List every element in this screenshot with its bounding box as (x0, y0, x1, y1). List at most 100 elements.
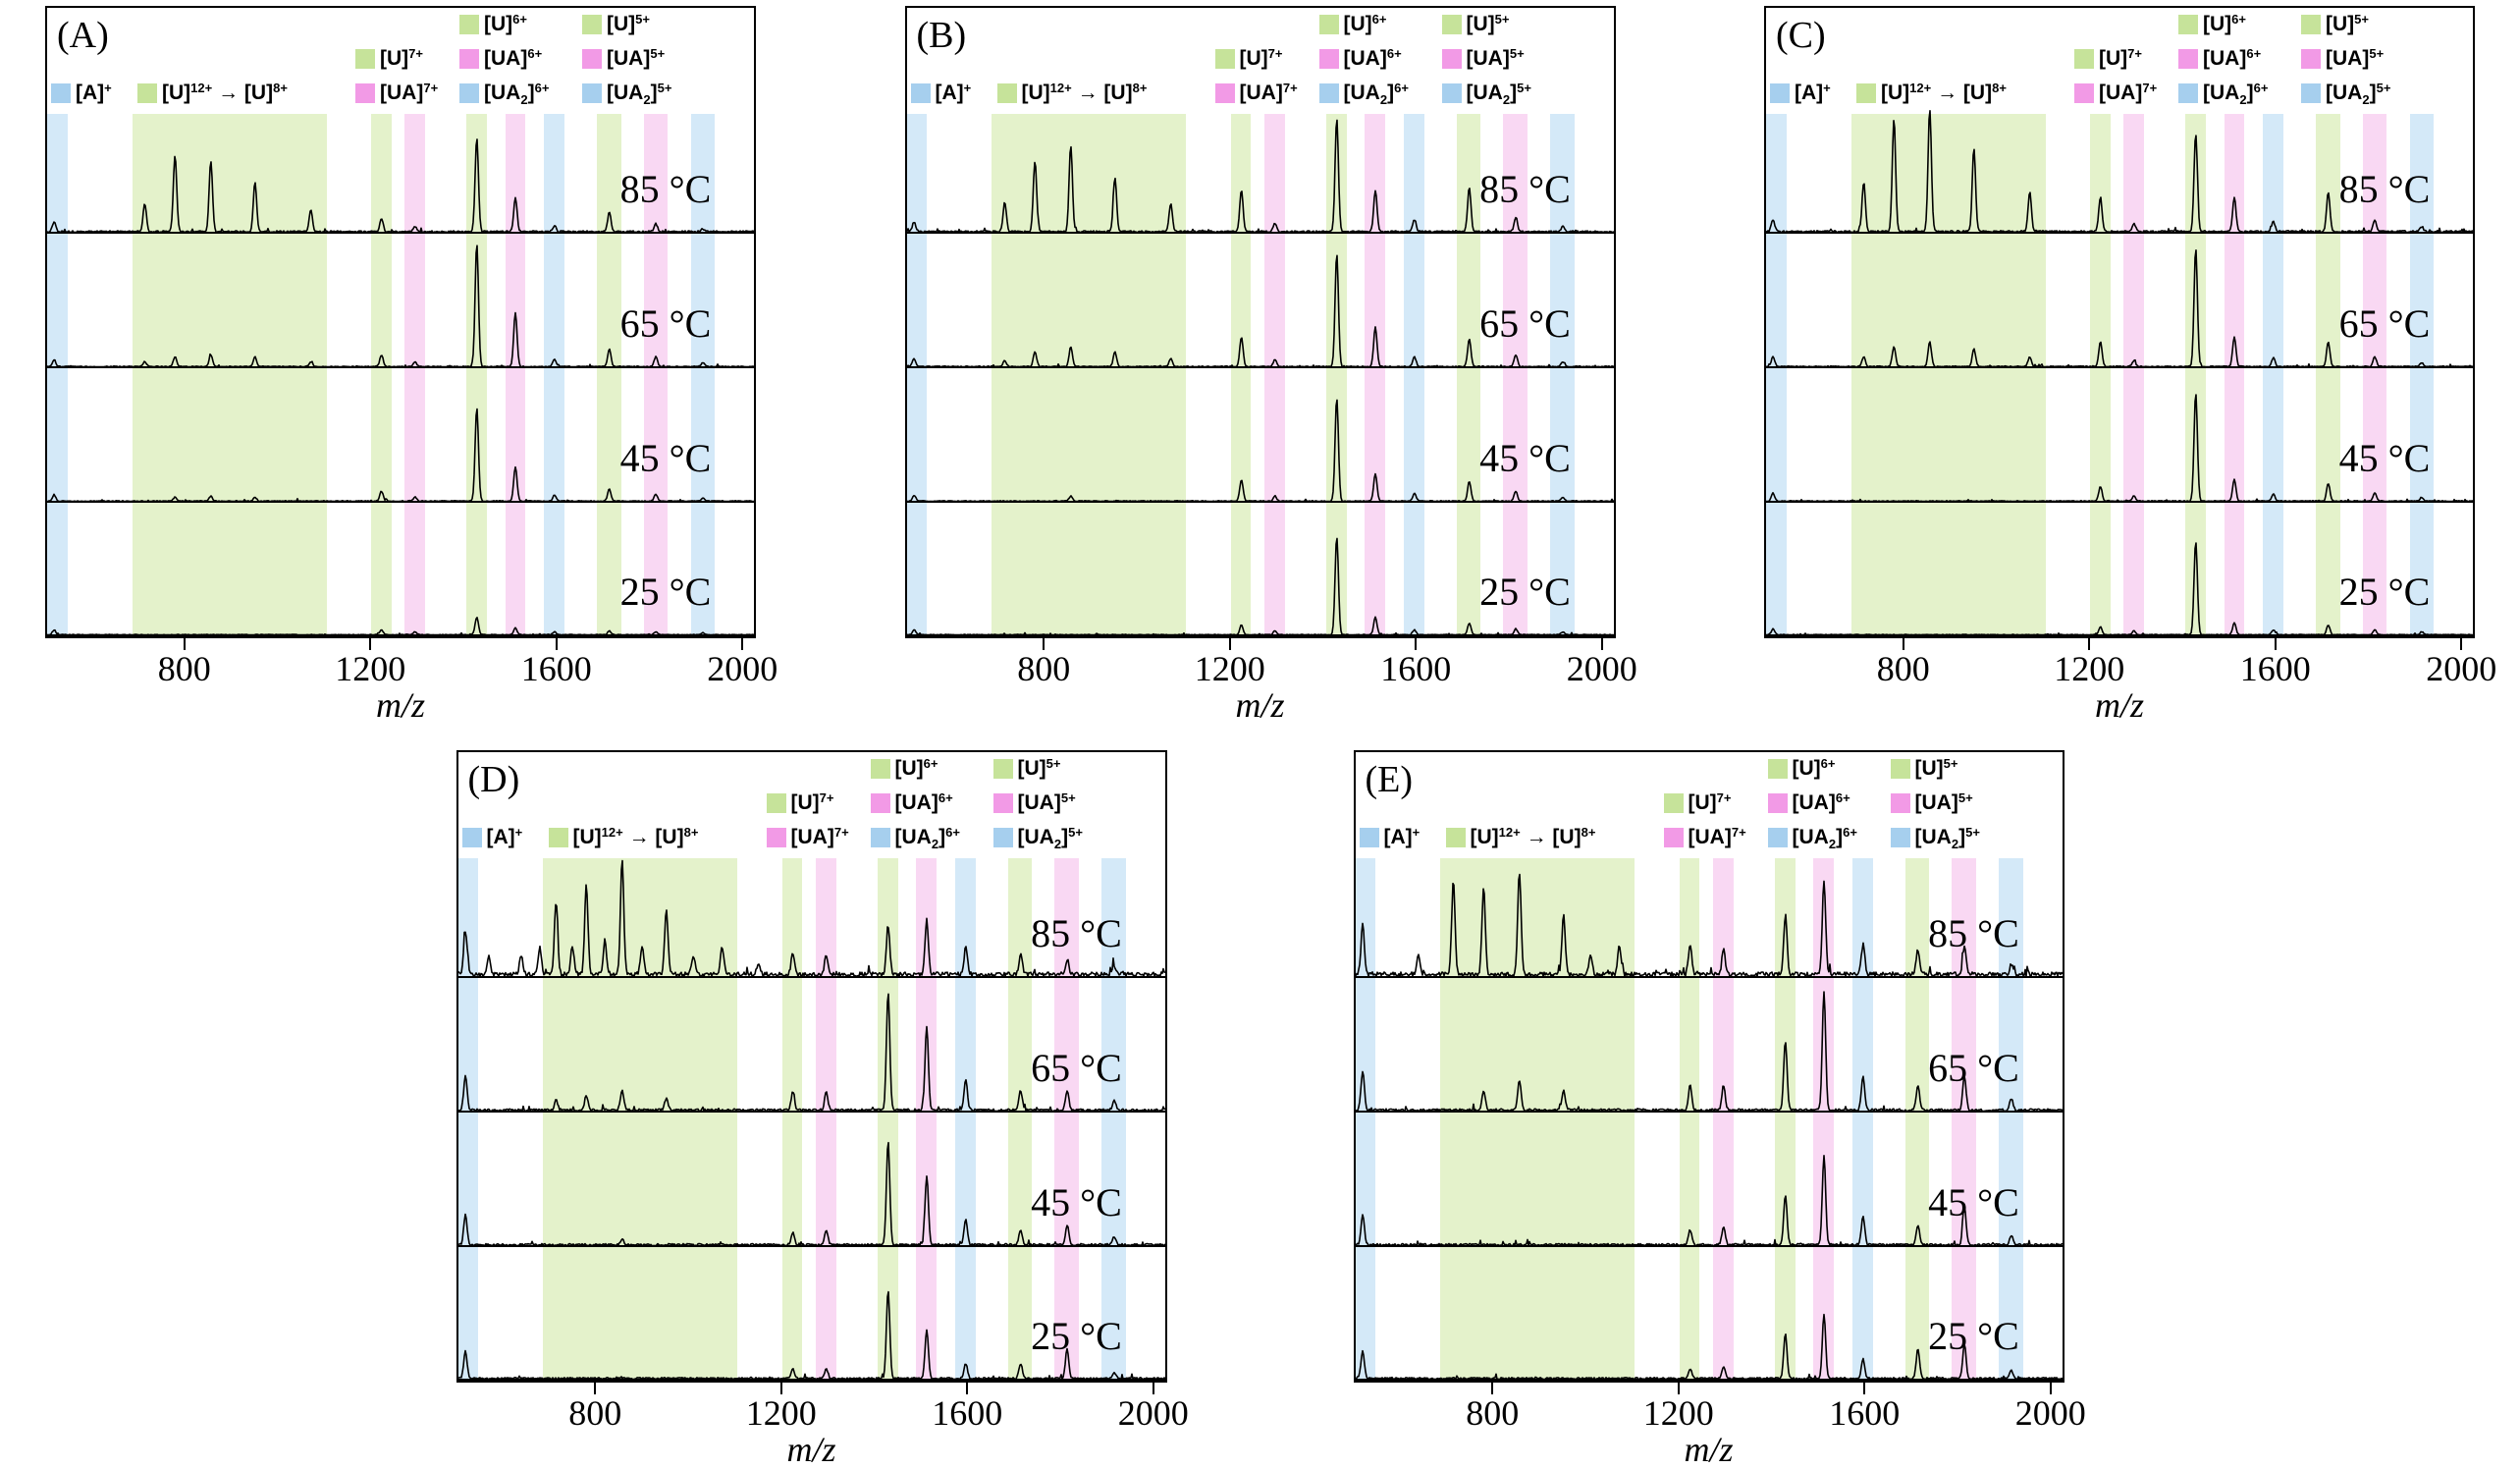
legend-swatch-u5 (992, 759, 1013, 779)
legend-label-u12-u8: [U]12+ → [U]8+ (1881, 80, 2007, 105)
legend-label-segment: 8+ (1132, 80, 1148, 95)
x-axis-D: 800 1200 1600 2000 (456, 1383, 1189, 1433)
legend-label-segment: [U] (1021, 82, 1050, 104)
spectra-svg-E (1355, 873, 2063, 1381)
x-tick (966, 1383, 969, 1394)
legend-swatch-u12-u8 (1856, 83, 1876, 103)
legend-label-segment: 2 (520, 91, 528, 107)
x-tick (183, 638, 186, 650)
legend-label-segment: [U] (1466, 13, 1495, 35)
legend-swatch-a1 (1770, 83, 1790, 103)
x-tick-label: 1600 (1829, 1393, 1901, 1433)
legend-swatch-u12-u8 (1445, 828, 1466, 847)
legend-swatch-a1 (1359, 828, 1379, 847)
band-ua2-6 (954, 858, 976, 1381)
legend-u5: [U]5+ (2301, 12, 2369, 37)
legend-u6: [U]6+ (459, 12, 527, 37)
legend-label-segment: 7+ (423, 80, 439, 95)
legend-label-segment: [UA] (380, 82, 424, 104)
legend-label-segment: → (1071, 82, 1104, 104)
band-u12-u8 (543, 858, 738, 1381)
legend-label-segment: 2 (2239, 91, 2247, 107)
legend-label-segment: 6+ (527, 45, 543, 61)
band-ua5 (2362, 114, 2387, 636)
legend-label-ua5: [UA]5+ (607, 46, 665, 71)
x-tick (1600, 638, 1603, 650)
temperature-label-A-3: 45 °C (619, 436, 712, 480)
legend-u5: [U]5+ (1441, 12, 1510, 37)
legend-swatch-ua6 (459, 49, 479, 69)
temperature-label-C-3: 45 °C (2338, 436, 2431, 480)
legend-label-segment: 6+ (2231, 11, 2246, 27)
x-axis-E: 800 1200 1600 2000 (1354, 1383, 2086, 1433)
legend-label-segment: 6+ (1820, 755, 1836, 771)
panel-C: [A]+ [U]12+ → [U]8+ [U]7+ [UA]7+ [U]6+ [UA]6+… (1764, 6, 2496, 725)
band-u12-u8 (1440, 858, 1635, 1381)
legend-swatch-ua7 (766, 828, 786, 847)
legend-label-segment: [U] (1881, 82, 1910, 104)
legend-label-u5: [U]5+ (2326, 12, 2369, 36)
x-tick-label: 1600 (2239, 649, 2311, 688)
band-ua2-5 (1999, 858, 2023, 1381)
x-tick (1152, 1383, 1154, 1394)
spectrum-trace-D-3 (457, 1141, 1165, 1247)
spectrum-trace-D-2 (457, 993, 1165, 1113)
x-tick (594, 1383, 597, 1394)
legend-label-segment: [UA (1466, 82, 1503, 104)
legend-label-segment: 8+ (1992, 80, 2007, 95)
legend-label-segment: [UA (894, 826, 932, 848)
panel-row-bottom: [A]+ [U]12+ → [U]8+ [U]7+ [UA]7+ [U]6+ [UA]6+… (0, 750, 2520, 1469)
legend-swatch-ua5 (2301, 49, 2321, 69)
legend-swatch-ua2-5 (582, 83, 602, 103)
legend-label-segment: [UA] (790, 826, 834, 848)
legend-label-segment: [U] (1688, 791, 1717, 814)
spectrum-trace-D-4 (457, 1290, 1165, 1381)
legend-swatch-ua2-5 (1890, 828, 1910, 847)
legend-ua5: [UA]5+ (1890, 790, 1973, 816)
legend-label-segment: [U] (1017, 757, 1046, 780)
legend-label-segment: [U] (572, 826, 602, 848)
legend-ua2-6: [UA2]6+ (2178, 81, 2268, 107)
x-tick-label: 1200 (1194, 649, 1265, 688)
legend-label-segment: 7+ (2142, 80, 2158, 95)
band-aplus (906, 114, 928, 636)
legend-ua5: [UA]5+ (582, 46, 665, 72)
spectrum-trace-E-2 (1355, 991, 2063, 1113)
legend-swatch-ua7 (355, 83, 375, 103)
band-ua2-6 (2263, 114, 2284, 636)
x-axis-title-A: m/z (375, 685, 425, 725)
legend-label-segment: ] (938, 826, 946, 848)
legend-label-segment: [U] (607, 13, 636, 35)
legend-label-u5: [U]5+ (1915, 756, 1958, 781)
x-tick-label: 2000 (2426, 649, 2497, 688)
legend-label-ua2-6: [UA2]6+ (894, 825, 960, 851)
legend-ua2-5: [UA2]5+ (992, 825, 1083, 851)
legend-u7: [U]7+ (766, 790, 834, 816)
spectra-svg-C (1766, 110, 2473, 636)
legend-label-segment: ] (2369, 82, 2377, 104)
legend-ua5: [UA]5+ (1441, 46, 1525, 72)
legend-label-segment: 5+ (657, 80, 672, 95)
band-ua7 (815, 858, 836, 1381)
legend-label-segment: [U] (655, 826, 684, 848)
legend-label-segment: ] (1510, 82, 1518, 104)
legend-swatch-u12-u8 (996, 83, 1017, 103)
spectrum-trace-E-1 (1355, 873, 2063, 977)
legend-ua7: [UA]7+ (355, 81, 438, 106)
legend-label-segment: 5+ (1046, 755, 1061, 771)
legend-label-segment: 6+ (1394, 80, 1409, 95)
legend-label-segment: [U] (162, 82, 191, 104)
x-tick (1043, 638, 1046, 650)
x-tick (2049, 1383, 2052, 1394)
legend-u6: [U]6+ (870, 756, 938, 782)
legend-label-segment: 7+ (1282, 80, 1298, 95)
legend-label-segment: 8+ (683, 824, 699, 840)
band-ua7 (1263, 114, 1285, 636)
band-u5 (597, 114, 621, 636)
x-tick (555, 638, 558, 650)
legend-label-segment: → (1520, 826, 1553, 848)
spectrum-trace-D-1 (457, 859, 1165, 977)
band-ua7 (404, 114, 426, 636)
temperature-label-A-4: 25 °C (619, 570, 712, 614)
